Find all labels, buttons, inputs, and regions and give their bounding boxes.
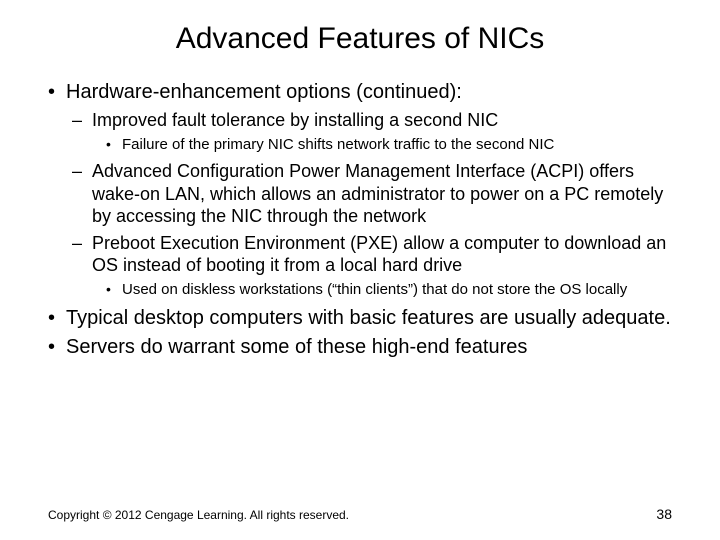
bullet-l3: Used on diskless workstations (“thin cli… [106,281,672,300]
bullet-l3: Failure of the primary NIC shifts networ… [106,136,672,155]
copyright-text: Copyright © 2012 Cengage Learning. All r… [48,508,349,522]
bullet-l2: Improved fault tolerance by installing a… [72,109,672,132]
bullet-l1: Typical desktop computers with basic fea… [48,306,672,331]
slide: Advanced Features of NICs Hardware-enhan… [0,0,720,540]
bullet-l2: Advanced Configuration Power Management … [72,160,672,228]
page-number: 38 [656,506,672,522]
bullet-l1: Servers do warrant some of these high-en… [48,335,672,360]
bullet-l2: Preboot Execution Environment (PXE) allo… [72,232,672,277]
content-body: Hardware-enhancement options (continued)… [48,80,672,360]
page-title: Advanced Features of NICs [48,22,672,56]
bullet-l1: Hardware-enhancement options (continued)… [48,80,672,105]
